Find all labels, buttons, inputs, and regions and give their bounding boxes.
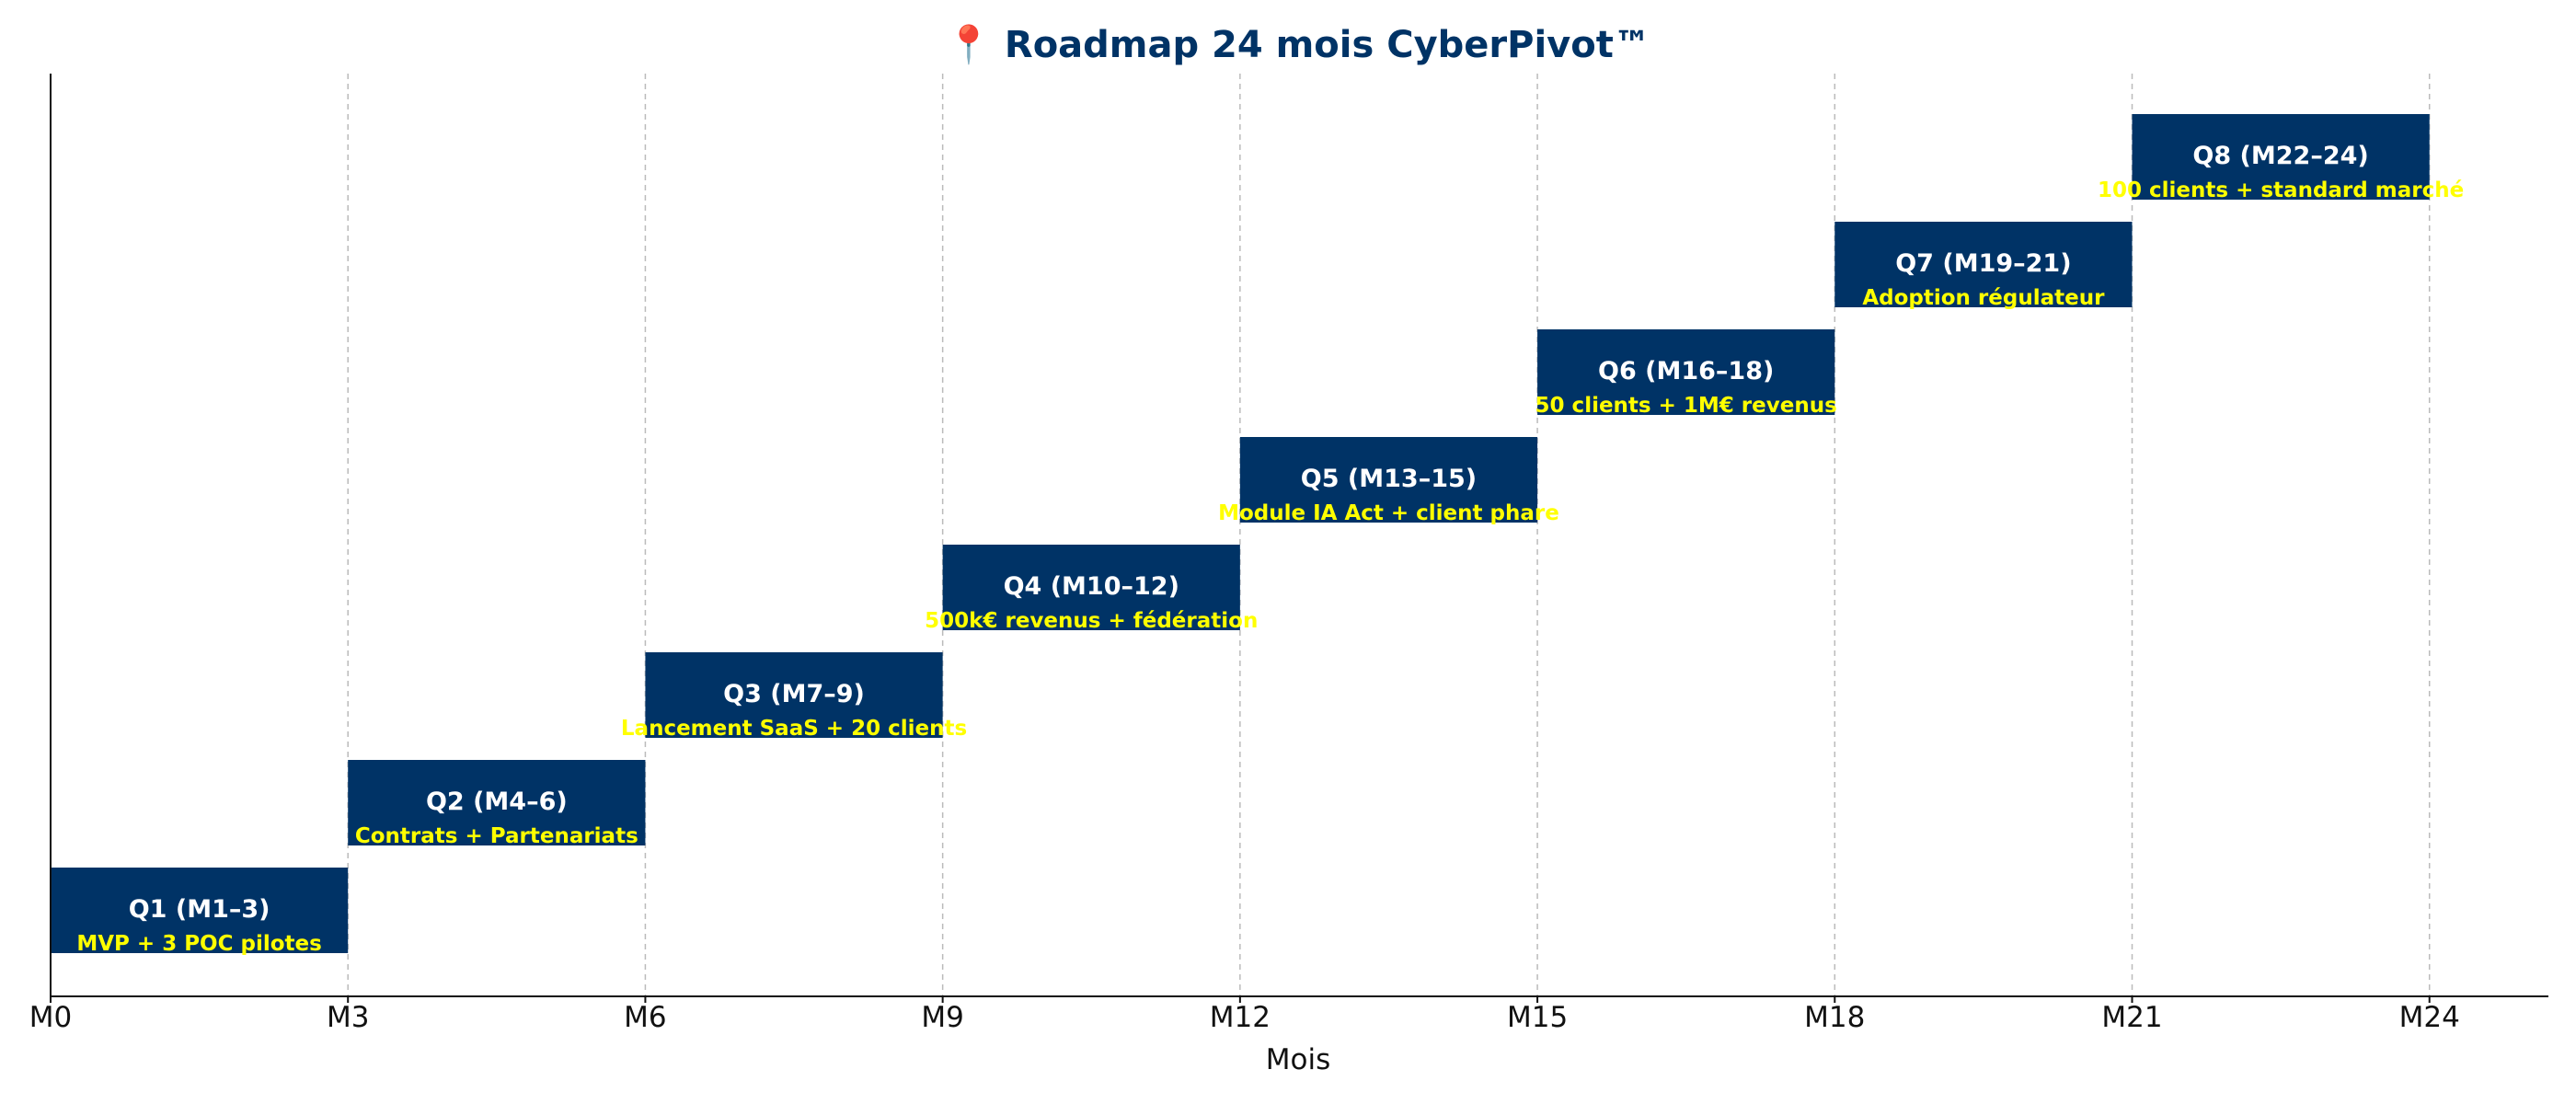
milestone-label: Adoption régulateur — [1862, 286, 2105, 310]
x-tick-label: M3 — [327, 1001, 369, 1034]
x-axis-label: Mois — [1266, 1043, 1330, 1076]
bar-labels: Q1 (M1–3) MVP + 3 POC pilotes Q2 (M4–6) Con… — [76, 142, 2464, 956]
axes — [50, 74, 2548, 997]
x-tick-label: M9 — [921, 1001, 963, 1034]
task-bar — [348, 760, 646, 845]
x-tick-label: M15 — [1507, 1001, 1568, 1034]
task-label: Q8 (M22–24) — [2192, 142, 2368, 170]
x-tick-label: M6 — [624, 1001, 666, 1034]
milestone-label: 50 clients + 1M€ revenus — [1535, 394, 1837, 418]
milestone-label: Lancement SaaS + 20 clients — [621, 717, 967, 741]
task-label: Q2 (M4–6) — [426, 788, 568, 816]
x-tick-label: M21 — [2101, 1001, 2162, 1034]
task-bar — [1239, 437, 1538, 523]
grid-lines — [347, 74, 2431, 996]
task-label: Q6 (M16–18) — [1598, 357, 1774, 385]
x-tick-label: M0 — [29, 1001, 72, 1034]
milestone-label: Module IA Act + client phare — [1218, 501, 1559, 525]
x-tick-label: M24 — [2399, 1001, 2460, 1034]
task-label: Q7 (M19–21) — [1895, 249, 2071, 278]
task-label: Q3 (M7–9) — [723, 680, 865, 708]
chart-title: 📍 Roadmap 24 mois CyberPivot™ — [946, 23, 1650, 66]
milestone-label: Contrats + Partenariats — [355, 824, 638, 848]
milestone-label: MVP + 3 POC pilotes — [76, 932, 321, 956]
task-bars — [51, 114, 2430, 953]
milestone-label: 100 clients + standard marché — [2098, 178, 2464, 202]
task-bar — [645, 652, 943, 738]
x-tick-label: M18 — [1804, 1001, 1865, 1034]
task-bar — [942, 545, 1240, 630]
task-label: Q1 (M1–3) — [129, 895, 270, 924]
task-bar — [1537, 329, 1835, 415]
task-bar — [2132, 114, 2430, 200]
milestone-label: 500k€ revenus + fédération — [925, 609, 1258, 633]
task-bar — [1834, 222, 2133, 307]
x-ticks: M0 M3 M6 M9 M12 M15 M18 M21 M24 — [29, 996, 2460, 1034]
x-tick-label: M12 — [1210, 1001, 1271, 1034]
task-label: Q5 (M13–15) — [1301, 465, 1477, 493]
task-label: Q4 (M10–12) — [1004, 572, 1179, 601]
task-bar — [51, 868, 349, 953]
